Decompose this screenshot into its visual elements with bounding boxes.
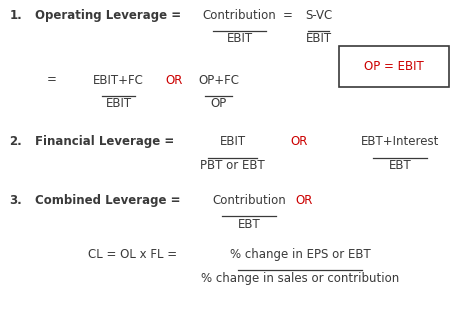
Text: EBIT: EBIT [306,32,332,45]
Text: S-VC: S-VC [305,9,332,22]
Text: CL = OL x FL =: CL = OL x FL = [88,248,178,261]
Text: EBIT+FC: EBIT+FC [93,74,144,87]
Text: OR: OR [165,74,182,87]
Text: PBT or EBT: PBT or EBT [200,159,265,172]
Text: OP: OP [211,97,226,110]
Text: 1.: 1. [9,9,22,22]
Text: Operating Leverage =: Operating Leverage = [35,9,181,22]
Text: 2.: 2. [9,135,22,148]
Text: % change in sales or contribution: % change in sales or contribution [201,272,399,285]
Text: EBT: EBT [238,218,260,231]
Text: EBIT: EBIT [106,97,132,110]
Text: OP = EBIT: OP = EBIT [364,60,424,73]
Text: EBIT: EBIT [226,32,252,45]
Text: Contribution: Contribution [203,9,276,22]
Text: EBIT: EBIT [219,135,246,148]
Text: EBT: EBT [389,159,411,172]
Text: =: = [282,9,292,22]
Text: OR: OR [291,135,308,148]
Text: EBT+Interest: EBT+Interest [361,135,439,148]
Text: Combined Leverage =: Combined Leverage = [35,194,180,207]
Text: OP+FC: OP+FC [198,74,239,87]
Text: % change in EPS or EBT: % change in EPS or EBT [230,248,370,261]
Text: Contribution: Contribution [212,194,286,207]
Text: 3.: 3. [9,194,22,207]
FancyBboxPatch shape [339,46,449,87]
Text: =: = [46,74,56,87]
Text: OR: OR [295,194,312,207]
Text: Financial Leverage =: Financial Leverage = [35,135,174,148]
